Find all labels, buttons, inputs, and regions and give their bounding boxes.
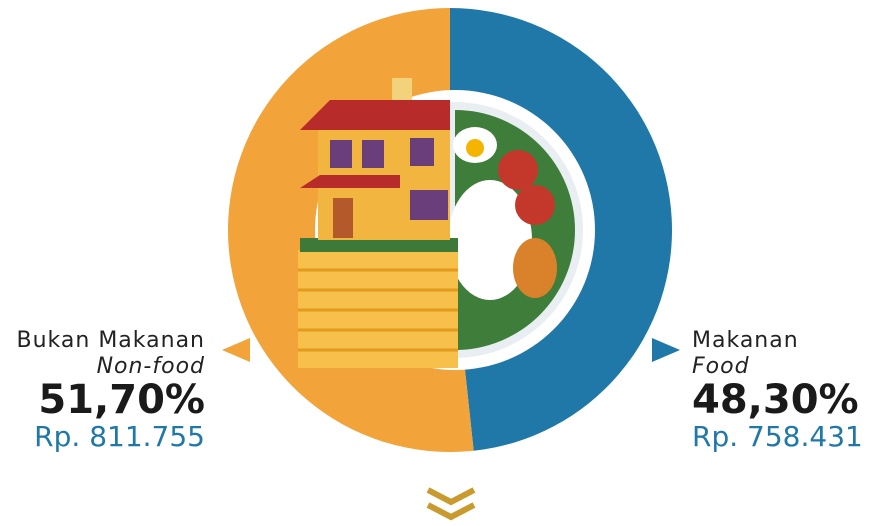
amount-label: Rp. 811.755 [34,420,205,453]
percent-label: 48,30% [692,377,859,423]
category-label: Makanan [692,328,799,353]
scroll-chevron [428,490,474,517]
pointer-left [222,338,250,362]
chicken [513,238,557,298]
pointer-right [652,338,680,362]
yolk [466,139,484,157]
category-label: Bukan Makanan [17,328,205,353]
infographic: Bukan MakananNon-food51,70%Rp. 811.755 Ma… [0,0,892,526]
amount-label: Rp. 758.431 [692,420,863,453]
percent-label: 51,70% [38,377,205,423]
category-subtitle: Non-food [97,354,205,379]
tomato [498,150,538,190]
lawn [300,238,458,252]
category-subtitle: Food [692,354,750,379]
house-illustration [298,78,458,368]
tomato [515,185,555,225]
